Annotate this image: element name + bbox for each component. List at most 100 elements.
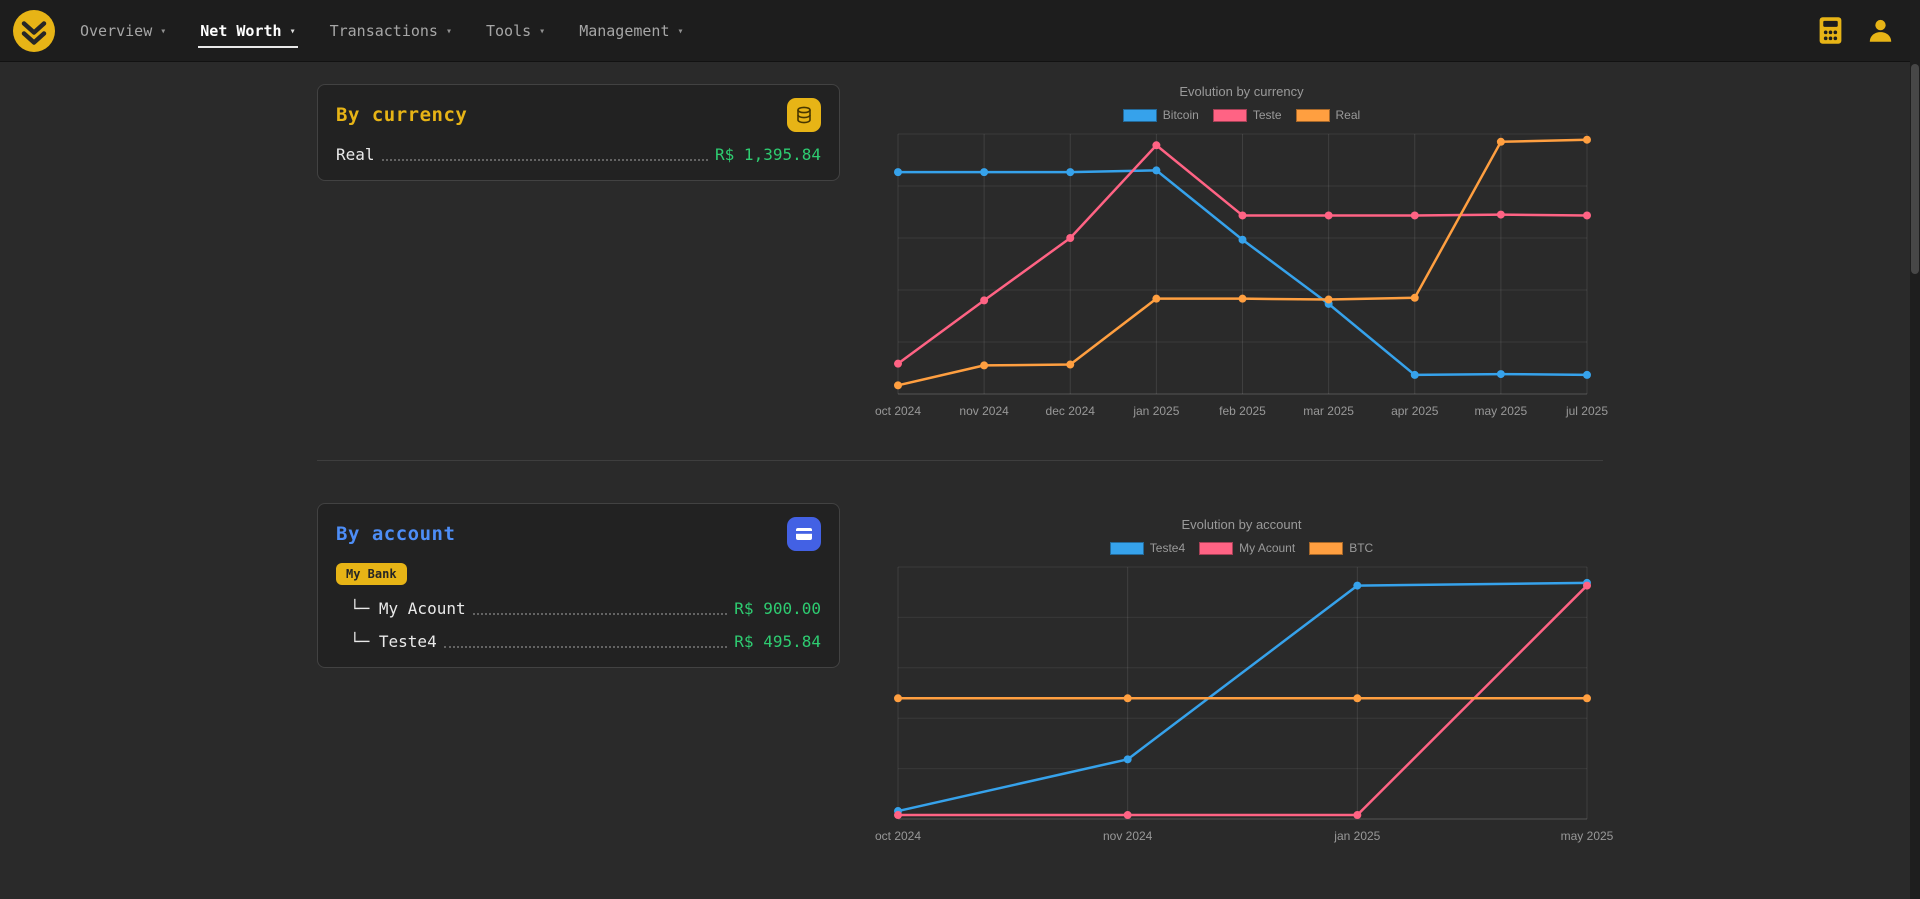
data-point[interactable]	[894, 359, 902, 368]
currency-row: Real R$ 1,395.84	[336, 145, 821, 164]
data-point[interactable]	[1410, 293, 1419, 302]
bank-badge: My Bank	[336, 563, 407, 585]
legend-swatch	[1212, 108, 1247, 122]
currency-section: By currency Real R$ 1,395.84 Evolution b…	[317, 84, 1608, 426]
currency-line-chart[interactable]: oct 2024 nov 2024 dec 2024 jan 2025 feb 2025…	[875, 126, 1608, 426]
user-profile-button[interactable]	[1867, 17, 1894, 44]
account-line-chart[interactable]: oct 2024 nov 2024 jan 2025 may 2025	[875, 559, 1614, 851]
currency-icon-button[interactable]	[787, 98, 821, 132]
data-point[interactable]	[1238, 211, 1247, 220]
data-point[interactable]	[1152, 294, 1161, 303]
account-chart-block: Evolution by account Teste4 My Acount BTC …	[875, 503, 1614, 851]
data-point[interactable]	[1583, 581, 1591, 590]
data-point[interactable]	[1583, 135, 1591, 144]
x-axis-label: oct 2024	[875, 829, 921, 843]
data-point[interactable]	[1123, 811, 1132, 820]
data-point[interactable]	[1238, 235, 1247, 244]
dotted-leader	[381, 148, 709, 161]
legend-item[interactable]: Real	[1295, 108, 1360, 122]
data-point[interactable]	[980, 296, 989, 305]
data-point[interactable]	[1353, 811, 1362, 820]
data-point[interactable]	[1066, 168, 1075, 177]
data-point[interactable]	[894, 168, 902, 177]
account-value: R$ 495.84	[734, 632, 821, 651]
legend-swatch	[1309, 541, 1344, 555]
data-point[interactable]	[1066, 234, 1075, 242]
x-axis-label: feb 2025	[1219, 404, 1266, 418]
line-series	[896, 584, 1589, 817]
legend-label: Bitcoin	[1162, 108, 1199, 122]
data-point[interactable]	[1324, 211, 1333, 220]
data-point[interactable]	[980, 168, 989, 177]
app-logo[interactable]	[12, 9, 56, 53]
bank-card-icon	[796, 528, 812, 540]
legend-swatch	[1199, 541, 1234, 555]
data-point[interactable]	[1353, 694, 1362, 703]
legend-label: My Acount	[1239, 541, 1296, 555]
currency-label: Real	[336, 145, 375, 164]
data-point[interactable]	[1583, 694, 1591, 703]
navbar: Overview ▾ Net Worth ▾ Transactions ▾ To…	[0, 0, 1920, 62]
legend-item[interactable]: My Acount	[1199, 541, 1295, 555]
account-label: └─ Teste4	[350, 632, 437, 651]
data-point[interactable]	[1152, 141, 1161, 150]
data-point[interactable]	[1123, 755, 1132, 764]
by-account-title: By account	[336, 523, 456, 545]
legend-item[interactable]: Teste4	[1109, 541, 1186, 555]
legend-label: Teste4	[1149, 541, 1186, 555]
scrollbar-thumb[interactable]	[1911, 64, 1919, 274]
nav-item-overview[interactable]: Overview ▾	[78, 14, 168, 48]
x-axis-label: may 2025	[1561, 829, 1614, 843]
main-content: By currency Real R$ 1,395.84 Evolution b…	[317, 62, 1614, 851]
scrollbar[interactable]	[1910, 0, 1920, 899]
data-point[interactable]	[1353, 581, 1362, 590]
nav-item-transactions[interactable]: Transactions ▾	[328, 14, 454, 48]
by-currency-title: By currency	[336, 104, 468, 126]
data-point[interactable]	[894, 694, 902, 703]
calculator-button[interactable]	[1818, 16, 1843, 45]
divider	[317, 460, 1603, 461]
data-point[interactable]	[1324, 295, 1333, 304]
account-chart-title: Evolution by account	[1181, 517, 1302, 532]
x-axis-label: dec 2024	[1046, 404, 1096, 418]
legend-item[interactable]: Teste	[1212, 108, 1282, 122]
x-axis-label: mar 2025	[1303, 404, 1354, 418]
data-point[interactable]	[1583, 211, 1591, 220]
dotted-leader	[472, 602, 728, 615]
x-axis-label: may 2025	[1475, 404, 1528, 418]
legend-item[interactable]: Bitcoin	[1122, 108, 1199, 122]
nav-item-net-worth[interactable]: Net Worth ▾	[198, 14, 298, 48]
data-point[interactable]	[1410, 211, 1419, 220]
data-point[interactable]	[1583, 370, 1591, 379]
x-axis-label: jan 2025	[1132, 404, 1179, 418]
data-point[interactable]	[1066, 360, 1075, 369]
legend-label: Teste	[1252, 108, 1282, 122]
chart-legend-1: Teste4 My Acount BTC	[880, 541, 1603, 555]
data-point[interactable]	[1152, 166, 1161, 175]
user-icon	[1869, 19, 1892, 42]
data-point[interactable]	[894, 381, 902, 390]
chevron-down-icon: ▾	[677, 26, 684, 37]
legend-swatch	[1295, 108, 1330, 122]
data-point[interactable]	[1238, 294, 1247, 303]
data-point[interactable]	[1496, 137, 1505, 146]
currency-chart-block: Evolution by currency Bitcoin Teste Real o…	[875, 84, 1608, 426]
data-point[interactable]	[1410, 370, 1419, 379]
nav-label: Net Worth	[200, 21, 282, 40]
x-axis-label: nov 2024	[1103, 829, 1153, 843]
nav-item-tools[interactable]: Tools ▾	[484, 14, 547, 48]
legend-swatch	[1109, 541, 1144, 555]
card-header: By account	[336, 517, 821, 551]
legend-item[interactable]: BTC	[1309, 541, 1373, 555]
card-header: By currency	[336, 98, 821, 132]
legend-swatch	[1122, 108, 1157, 122]
nav-item-management[interactable]: Management ▾	[577, 14, 685, 48]
x-axis-label: jan 2025	[1333, 829, 1380, 843]
account-icon-button[interactable]	[787, 517, 821, 551]
data-point[interactable]	[980, 361, 989, 370]
coins-icon	[797, 106, 811, 124]
data-point[interactable]	[894, 811, 902, 820]
data-point[interactable]	[1496, 370, 1505, 379]
data-point[interactable]	[1496, 210, 1505, 219]
data-point[interactable]	[1123, 694, 1132, 703]
